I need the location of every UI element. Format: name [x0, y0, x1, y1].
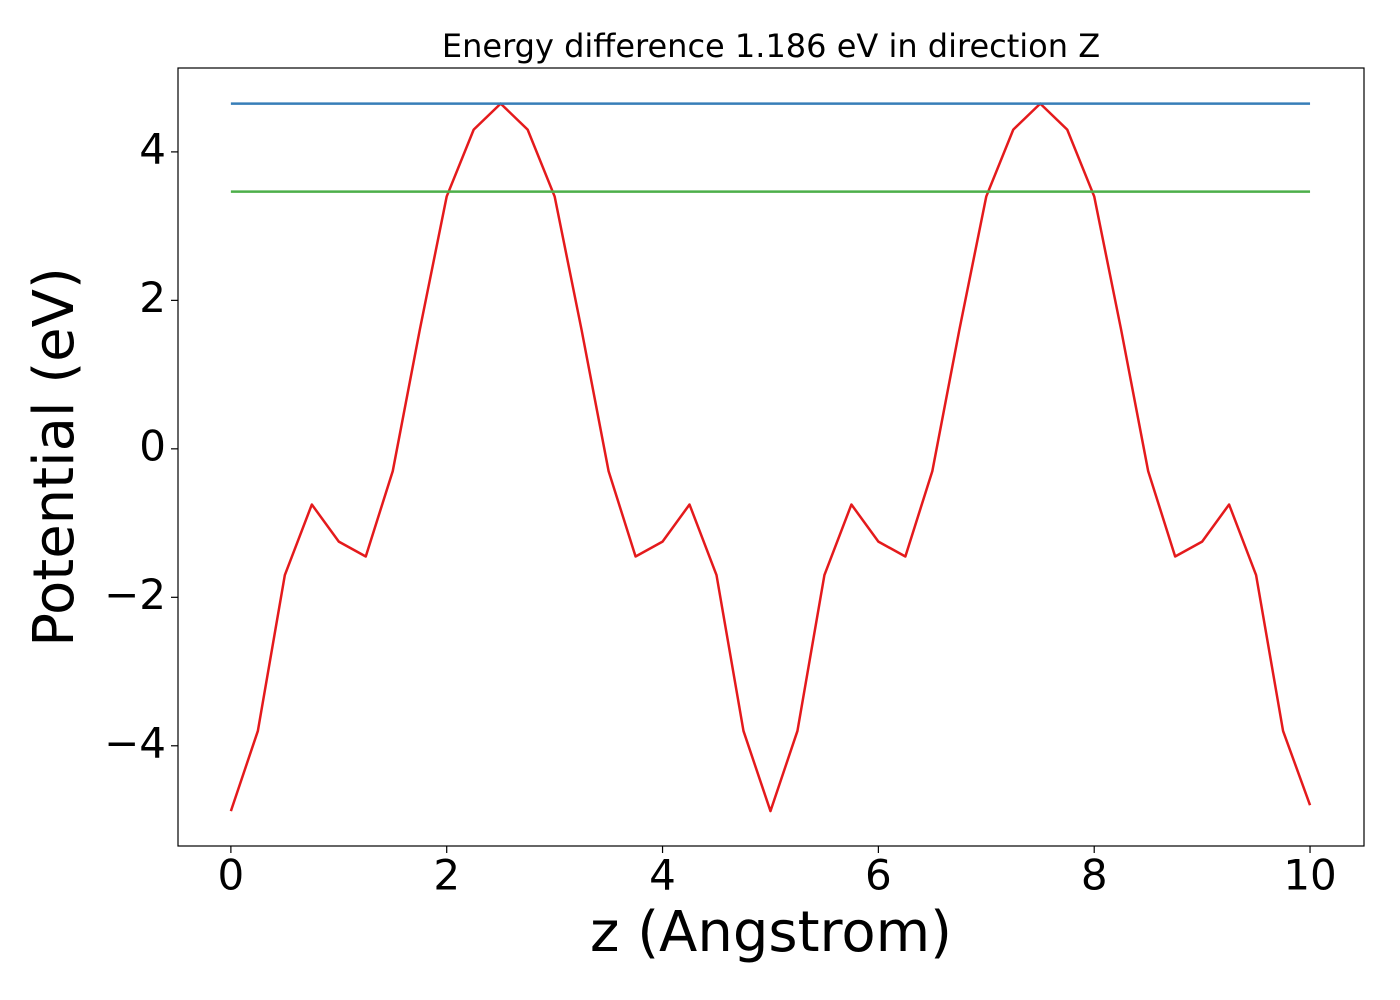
- x-tick-label: 8: [1081, 851, 1108, 900]
- y-tick-label: 0: [139, 421, 166, 470]
- y-axis-label: Potential (eV): [22, 267, 87, 647]
- x-tick-label: 4: [649, 851, 676, 900]
- x-axis-label: z (Angstrom): [590, 900, 952, 965]
- x-tick-label: 2: [433, 851, 460, 900]
- chart-title: Energy difference 1.186 eV in direction …: [442, 27, 1100, 65]
- y-tick-label: −2: [104, 570, 166, 619]
- plot-frame: [177, 67, 1365, 847]
- x-tick-label: 6: [865, 851, 892, 900]
- y-tick-label: 4: [139, 124, 166, 173]
- x-tick-label: 0: [218, 851, 245, 900]
- data-line: [229, 102, 1312, 813]
- y-tick-label: 2: [139, 273, 166, 322]
- y-tick-label: −4: [104, 718, 166, 767]
- x-tick-label: 10: [1283, 851, 1336, 900]
